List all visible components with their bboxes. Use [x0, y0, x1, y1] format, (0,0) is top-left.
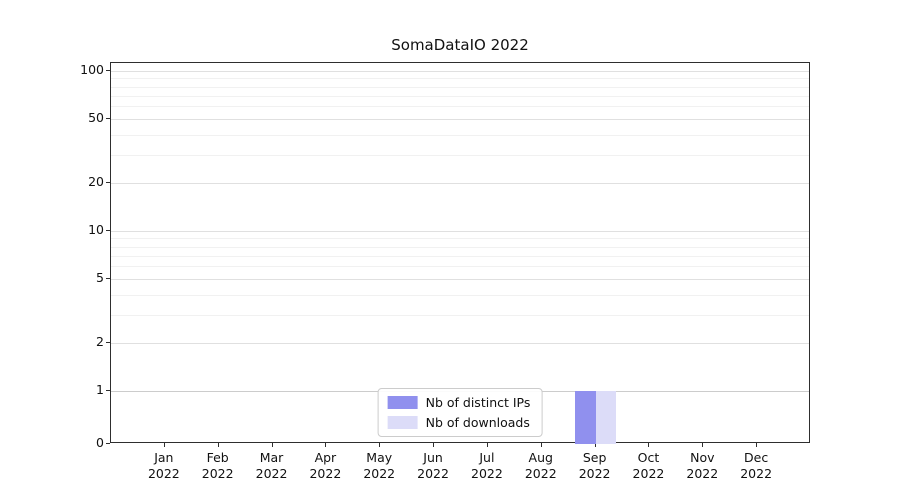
gridline-major: [111, 119, 809, 121]
gridline-minor: [111, 86, 809, 88]
x-tick-mark: [594, 443, 596, 447]
x-tick-label: Sep 2022: [578, 450, 611, 481]
x-tick-label: Dec 2022: [740, 450, 773, 481]
x-tick-label: Apr 2022: [309, 450, 342, 481]
gridline-minor: [111, 294, 809, 296]
legend-label-distinct-ips: Nb of distinct IPs: [425, 395, 531, 410]
y-tick-mark: [106, 443, 110, 444]
x-tick-label: Jul 2022: [471, 450, 503, 481]
gridline-minor: [111, 106, 809, 108]
gridline-minor: [111, 238, 809, 240]
gridline-minor: [111, 95, 809, 97]
gridline-minor: [111, 78, 809, 80]
gridline-major: [111, 231, 809, 232]
x-tick-label: Nov 2022: [686, 450, 719, 481]
chart-title: SomaDataIO 2022: [391, 36, 529, 54]
x-tick-label: Mar 2022: [255, 450, 288, 481]
y-tick-mark: [106, 230, 110, 231]
x-tick-mark: [217, 443, 219, 447]
x-tick-mark: [756, 443, 758, 447]
gridline-major: [111, 71, 809, 72]
x-tick-mark: [163, 443, 165, 447]
gridline-major: [111, 279, 809, 281]
legend-swatch-distinct-ips: [387, 396, 418, 409]
legend-swatch-downloads: [387, 416, 418, 429]
legend-item-downloads: Nb of downloads: [387, 415, 531, 430]
gridline-minor: [111, 134, 809, 136]
y-tick-label: 2: [96, 333, 104, 349]
x-tick-mark: [433, 443, 435, 447]
x-tick-label: Aug 2022: [524, 450, 557, 481]
x-tick-mark: [648, 443, 650, 447]
y-tick-label: 20: [88, 173, 104, 189]
x-tick-mark: [702, 443, 704, 447]
y-tick-label: 10: [88, 222, 104, 237]
bar-nb-of-downloads: [595, 391, 617, 444]
x-tick-mark: [540, 443, 542, 447]
y-tick-mark: [106, 341, 110, 343]
x-tick-mark: [325, 443, 327, 447]
x-tick-label: Oct 2022: [632, 450, 665, 481]
gridline-minor: [111, 255, 809, 257]
gridline-major: [111, 342, 809, 344]
y-tick-mark: [106, 181, 110, 183]
x-tick-mark: [379, 443, 381, 447]
gridline-minor: [111, 266, 809, 268]
y-tick-label: 1: [96, 382, 104, 397]
x-tick-label: May 2022: [363, 450, 396, 481]
gridline-minor: [111, 154, 809, 156]
x-tick-label: Jan 2022: [147, 450, 180, 481]
gridline-major: [111, 182, 809, 184]
y-tick-label: 0: [96, 435, 104, 450]
legend: Nb of distinct IPs Nb of downloads: [377, 388, 543, 437]
x-tick-label: Jun 2022: [417, 450, 449, 481]
y-tick-label: 50: [88, 110, 104, 126]
legend-label-downloads: Nb of downloads: [425, 415, 530, 430]
y-tick-mark: [106, 70, 110, 71]
y-tick-mark: [106, 278, 110, 280]
x-tick-label: Feb 2022: [201, 450, 234, 481]
x-tick-mark: [486, 443, 488, 447]
y-tick-mark: [106, 118, 110, 120]
bar-nb-of-distinct-ips: [575, 391, 596, 444]
gridline-minor: [111, 246, 809, 248]
y-tick-label: 100: [80, 62, 104, 77]
plot-area: Nb of distinct IPs Nb of downloads: [110, 62, 810, 444]
y-tick-mark: [106, 390, 110, 391]
gridline-minor: [111, 314, 809, 316]
legend-item-distinct-ips: Nb of distinct IPs: [387, 395, 531, 410]
y-tick-label: 5: [96, 270, 104, 286]
x-tick-mark: [271, 443, 273, 447]
